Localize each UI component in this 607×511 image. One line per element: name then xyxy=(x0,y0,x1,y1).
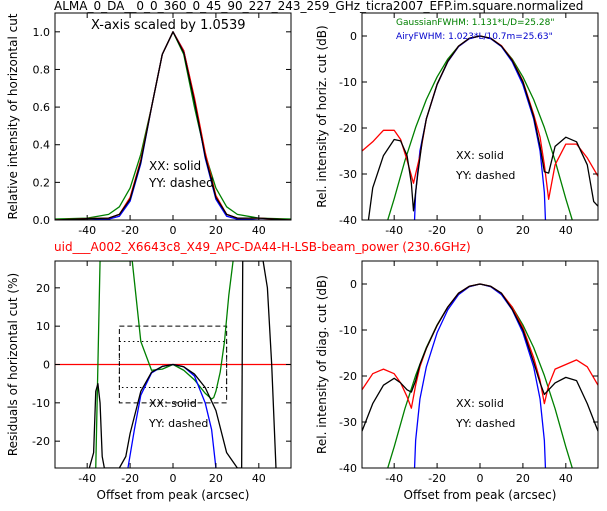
series-line-0 xyxy=(55,31,291,220)
plot-area xyxy=(55,31,291,220)
y-axis-label: Residuals of horizontal cut (%) xyxy=(6,273,20,456)
y-tick-label: 0.6 xyxy=(33,101,51,114)
y-tick-label: -20 xyxy=(32,435,50,448)
x-tick-label: 20 xyxy=(209,224,223,237)
x-tick-label: -40 xyxy=(385,472,403,485)
series-line-2 xyxy=(88,261,277,468)
x-tick-label: -40 xyxy=(78,472,96,485)
line-style-annotation: YY: dashed xyxy=(148,176,214,190)
chart-p1: -40 -20 0 20 40 0.0 0.2 0.4 0.6 0.8 1.0 Relative in… xyxy=(6,12,292,237)
line-style-annotation: YY: dashed xyxy=(455,417,515,430)
line-style-annotation: YY: dashed xyxy=(148,417,208,430)
series-line-3 xyxy=(367,35,598,220)
line-style-annotation: XX: solid xyxy=(456,149,504,162)
y-tick-label: -30 xyxy=(339,168,357,181)
x-tick-label: -40 xyxy=(78,224,96,237)
x-tick-label: 40 xyxy=(559,472,573,485)
y-tick-label: -10 xyxy=(32,397,50,410)
x-tick-label: 40 xyxy=(559,224,573,237)
x-tick-label: 0 xyxy=(477,472,484,485)
y-tick-label: -40 xyxy=(339,214,357,227)
y-axis-label: Rel. intensity of diag. cut (dB) xyxy=(315,275,329,454)
y-axis-label: Relative intensity of horizontal cut xyxy=(6,13,20,219)
line-style-annotation: XX: solid xyxy=(456,397,504,410)
y-axis-label: Rel. intensity of horiz. cut (dB) xyxy=(315,25,329,207)
y-tick-label: -10 xyxy=(339,76,357,89)
x-tick-label: 40 xyxy=(252,224,266,237)
x-tick-label: 0 xyxy=(170,224,177,237)
line-style-annotation: YY: dashed xyxy=(455,169,515,182)
series-line-1 xyxy=(413,35,547,220)
series-line-2 xyxy=(362,283,598,409)
y-tick-label: -20 xyxy=(339,122,357,135)
x-tick-label: -20 xyxy=(428,472,446,485)
y-tick-label: 1.0 xyxy=(33,26,51,39)
x-tick-label: 20 xyxy=(209,472,223,485)
series-line-0 xyxy=(95,261,234,468)
x-tick-label: 0 xyxy=(170,472,177,485)
x-tick-label: 0 xyxy=(477,224,484,237)
y-tick-label: 0.8 xyxy=(33,63,51,76)
y-tick-label: 0 xyxy=(350,278,357,291)
line-style-annotation: XX: solid xyxy=(149,159,201,173)
x-tick-label: -20 xyxy=(121,224,139,237)
y-tick-label: 0.0 xyxy=(33,214,51,227)
series-line-3 xyxy=(362,283,598,432)
x-tick-label: -40 xyxy=(385,224,403,237)
chart-p2: -40 -20 0 20 40 -40 -30 -20 -10 0 Rel. intensity o… xyxy=(315,12,599,237)
y-tick-label: 0 xyxy=(350,30,357,43)
chart-p4: -40 -20 0 20 40 -40 -30 -20 -10 0 Rel. intensity o… xyxy=(315,260,599,502)
x-tick-label: 20 xyxy=(516,224,530,237)
threshold-box-dotted xyxy=(118,341,228,388)
y-tick-label: 0.4 xyxy=(33,139,51,152)
plot-area xyxy=(362,35,598,220)
y-tick-label: 0 xyxy=(43,359,50,372)
figure-title: ALMA_0_DA__0_0_360_0_45_90_227_243_259_G… xyxy=(54,0,583,13)
y-tick-label: -30 xyxy=(339,416,357,429)
x-axis-label: Offset from peak (arcsec) xyxy=(97,488,250,502)
x-tick-label: 20 xyxy=(516,472,530,485)
y-tick-label: 20 xyxy=(36,282,50,295)
y-tick-label: -10 xyxy=(339,324,357,337)
fwhm-legend-line: GaussianFWHM: 1.131*L/D=25.28" xyxy=(396,18,554,28)
plot-area xyxy=(362,283,598,468)
plots-group: -40 -20 0 20 40 0.0 0.2 0.4 0.6 0.8 1.0 Relative in… xyxy=(6,12,599,502)
chart-p3: -40 -20 0 20 40 -20 -10 0 10 20 Residuals of horiz… xyxy=(6,260,292,502)
series-line-2 xyxy=(55,31,291,220)
plot-area xyxy=(55,261,291,468)
y-tick-label: 0.2 xyxy=(33,176,51,189)
x-tick-label: -20 xyxy=(121,472,139,485)
y-tick-label: -20 xyxy=(339,370,357,383)
series-line-1 xyxy=(55,31,291,220)
x-tick-label: 40 xyxy=(252,472,266,485)
scale-annotation: X-axis scaled by 1.0539 xyxy=(91,18,246,33)
x-axis-label: Offset from peak (arcsec) xyxy=(404,488,557,502)
x-tick-label: -20 xyxy=(428,224,446,237)
figure-subtitle: uid___A002_X6643c8_X49_APC-DA44-H-LSB-be… xyxy=(54,240,471,254)
y-tick-label: 10 xyxy=(36,320,50,333)
fwhm-legend-line: AiryFWHM: 1.023*L/10.7m=25.63" xyxy=(396,32,553,42)
series-line-3 xyxy=(55,31,291,220)
line-style-annotation: XX: solid xyxy=(149,397,197,410)
series-line-1 xyxy=(413,283,547,468)
y-tick-label: -40 xyxy=(339,462,357,475)
